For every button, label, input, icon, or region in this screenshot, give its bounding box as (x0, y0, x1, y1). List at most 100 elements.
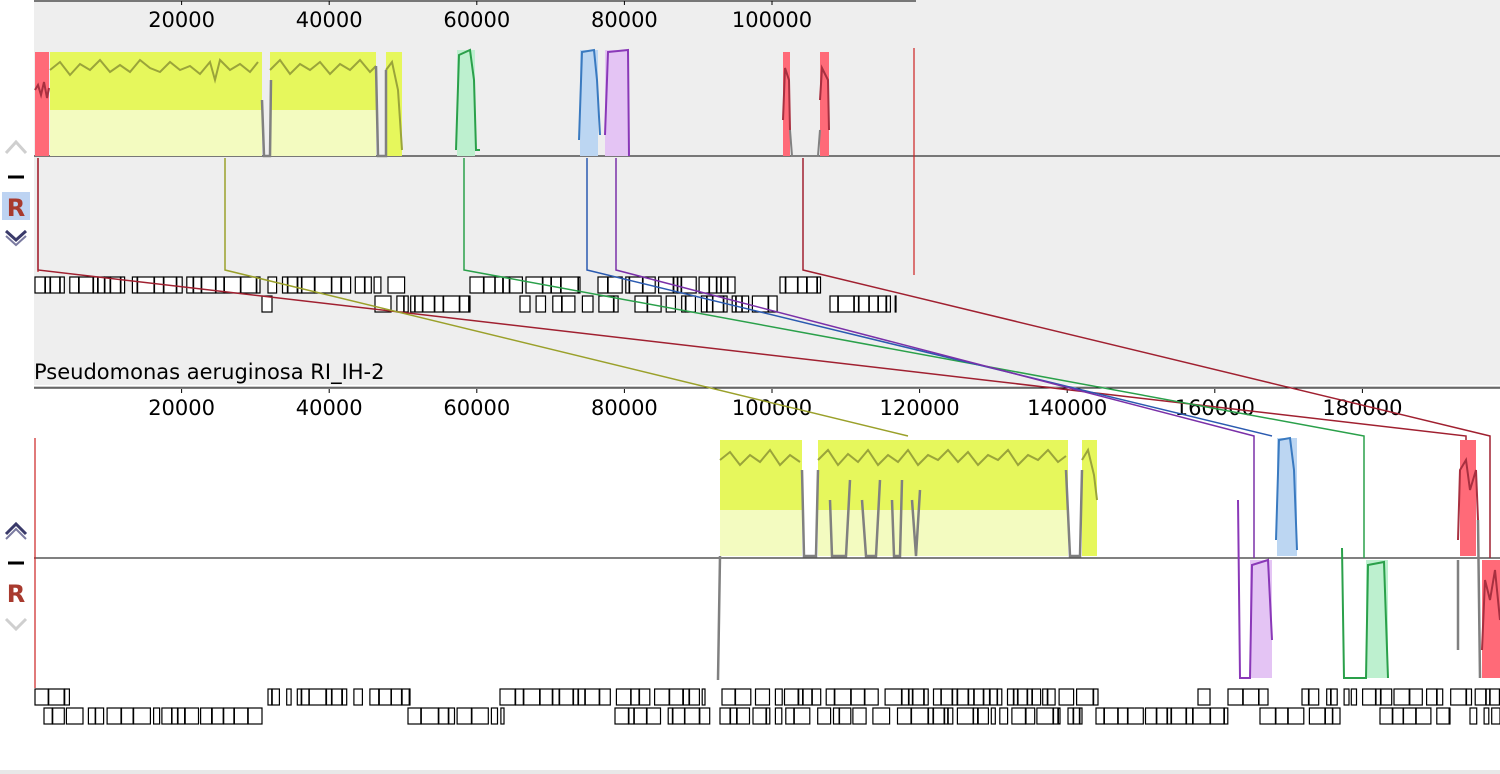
gene-feature[interactable] (261, 295, 273, 313)
gene-feature[interactable] (1052, 707, 1059, 725)
gene-feature[interactable] (816, 276, 822, 294)
gene-feature[interactable] (1223, 707, 1229, 725)
gene-feature[interactable] (932, 688, 942, 706)
gene-feature[interactable] (490, 707, 499, 725)
gene-feature[interactable] (908, 688, 914, 706)
gene-feature[interactable] (494, 276, 504, 294)
gene-feature[interactable] (1017, 688, 1028, 706)
gene-feature[interactable] (712, 295, 724, 313)
gene-feature[interactable] (171, 707, 179, 725)
gene-feature[interactable] (340, 276, 352, 294)
gene-feature[interactable] (615, 688, 632, 706)
gene-feature[interactable] (972, 707, 979, 725)
gene-feature[interactable] (514, 688, 524, 706)
gene-feature[interactable] (59, 276, 65, 294)
gene-feature[interactable] (331, 688, 343, 706)
gene-feature[interactable] (774, 688, 783, 706)
gene-feature[interactable] (653, 688, 670, 706)
gene-feature[interactable] (872, 707, 891, 725)
gene-feature[interactable] (706, 295, 714, 313)
gene-feature[interactable] (877, 295, 887, 313)
gene-feature[interactable] (811, 688, 822, 706)
gene-feature[interactable] (829, 295, 839, 313)
gene-feature[interactable] (186, 276, 194, 294)
gene-feature[interactable] (1332, 707, 1341, 725)
gene-feature[interactable] (133, 707, 152, 725)
gene-feature[interactable] (422, 295, 435, 313)
gene-feature[interactable] (719, 707, 731, 725)
gene-feature[interactable] (735, 295, 743, 313)
gene-feature[interactable] (407, 707, 422, 725)
gene-feature[interactable] (1170, 707, 1187, 725)
gene-feature[interactable] (1465, 688, 1473, 706)
gene-feature[interactable] (1483, 707, 1490, 725)
gene-feature[interactable] (65, 707, 84, 725)
gene-feature[interactable] (153, 707, 161, 725)
gene-feature[interactable] (1242, 688, 1260, 706)
gene-feature[interactable] (325, 688, 333, 706)
gene-feature[interactable] (752, 707, 767, 725)
gene-feature[interactable] (727, 276, 736, 294)
gene-feature[interactable] (973, 688, 984, 706)
gene-feature[interactable] (1474, 688, 1487, 706)
gene-feature[interactable] (1485, 688, 1491, 706)
gene-feature[interactable] (271, 688, 281, 706)
gene-feature[interactable] (390, 688, 403, 706)
gene-feature[interactable] (1227, 688, 1244, 706)
gene-feature[interactable] (539, 688, 553, 706)
gene-feature[interactable] (1380, 688, 1393, 706)
gene-feature[interactable] (736, 707, 751, 725)
gene-feature[interactable] (193, 276, 202, 294)
gene-feature[interactable] (1393, 688, 1410, 706)
gene-feature[interactable] (940, 688, 953, 706)
gene-feature[interactable] (584, 688, 600, 706)
gene-feature[interactable] (87, 707, 96, 725)
gene-feature[interactable] (774, 707, 783, 725)
gene-feature[interactable] (420, 707, 439, 725)
lcb-block-purple[interactable] (1250, 560, 1272, 678)
gene-feature[interactable] (688, 688, 700, 706)
gene-feature[interactable] (837, 295, 855, 313)
gene-feature[interactable] (1409, 688, 1423, 706)
gene-feature[interactable] (628, 276, 644, 294)
gene-feature[interactable] (1127, 707, 1144, 725)
gene-feature[interactable] (1489, 688, 1500, 706)
gene-feature[interactable] (1036, 707, 1054, 725)
gene-feature[interactable] (1072, 707, 1080, 725)
gene-feature[interactable] (137, 276, 155, 294)
gene-feature[interactable] (34, 276, 46, 294)
gene-feature[interactable] (680, 276, 697, 294)
lcb-block-red[interactable] (783, 52, 790, 156)
gene-feature[interactable] (552, 688, 560, 706)
gene-feature[interactable] (646, 707, 662, 725)
gene-feature[interactable] (850, 688, 866, 706)
gene-feature[interactable] (519, 295, 531, 313)
gene-feature[interactable] (502, 276, 510, 294)
gene-feature[interactable] (699, 707, 711, 725)
gene-feature[interactable] (48, 688, 65, 706)
gene-feature[interactable] (990, 707, 996, 725)
lcb-block-blue[interactable] (580, 50, 598, 156)
gene-feature[interactable] (456, 707, 473, 725)
gene-feature[interactable] (1392, 707, 1404, 725)
gene-feature[interactable] (1491, 707, 1500, 725)
gene-feature[interactable] (94, 707, 105, 725)
gene-feature[interactable] (765, 707, 771, 725)
lcb-block-red[interactable] (1460, 440, 1476, 556)
gene-feature[interactable] (1275, 707, 1289, 725)
gene-feature[interactable] (1058, 688, 1075, 706)
gene-feature[interactable] (1067, 707, 1074, 725)
gene-feature[interactable] (341, 688, 348, 706)
gene-feature[interactable] (932, 707, 945, 725)
gene-feature[interactable] (223, 276, 241, 294)
gene-feature[interactable] (240, 276, 257, 294)
chevron-down-icon[interactable] (4, 617, 28, 632)
gene-feature[interactable] (1308, 688, 1320, 706)
gene-feature[interactable] (378, 688, 392, 706)
gene-feature[interactable] (1415, 707, 1432, 725)
gene-feature[interactable] (354, 276, 366, 294)
gene-feature[interactable] (996, 688, 1003, 706)
gene-feature[interactable] (104, 276, 111, 294)
gene-feature[interactable] (523, 688, 541, 706)
gene-feature[interactable] (131, 276, 138, 294)
